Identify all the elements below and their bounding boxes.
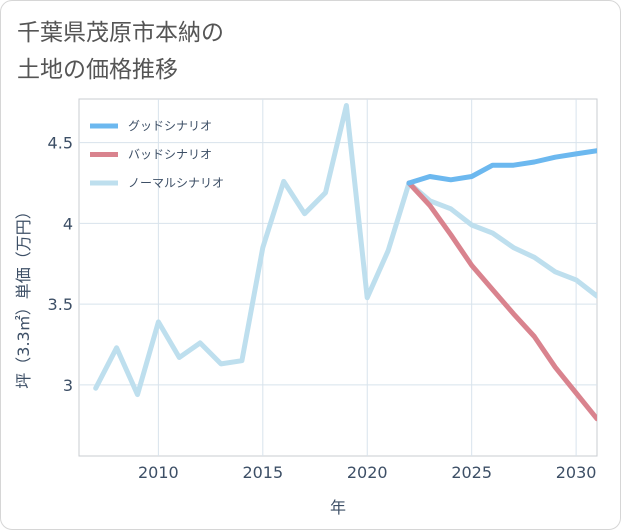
y-tick-label: 3	[63, 376, 73, 395]
legend-label-good-scenario: グッドシナリオ	[128, 119, 212, 133]
y-axis-title: 坪（3.3㎡）単価（万円）	[14, 203, 33, 388]
x-axis-title: 年	[330, 498, 346, 517]
y-tick-label: 3.5	[48, 295, 73, 314]
good-scenario-line	[406, 148, 597, 186]
normal-scenario-line	[93, 103, 597, 398]
bad-scenario-line	[406, 180, 597, 422]
legend-label-normal-scenario: ノーマルシナリオ	[128, 176, 224, 190]
series-layer	[93, 103, 597, 422]
x-tick-labels: 2010 2015 2020 2025 2030	[138, 463, 596, 482]
x-tick-label: 2015	[242, 463, 283, 482]
y-tick-label: 4	[63, 214, 73, 233]
x-tick-label: 2010	[138, 463, 179, 482]
plot-area-background	[78, 98, 598, 457]
chart-title-line-1: 千葉県茂原市本納の	[17, 20, 224, 46]
x-tick-label: 2020	[347, 463, 388, 482]
y-tick-labels: 3 3.5 4 4.5	[48, 134, 73, 395]
chart-title-line-2: 土地の価格推移	[17, 57, 178, 83]
y-tick-label: 4.5	[48, 134, 73, 153]
x-tick-label: 2025	[451, 463, 492, 482]
legend-label-bad-scenario: バッドシナリオ	[128, 148, 212, 162]
chart-title: 千葉県茂原市本納の 土地の価格推移	[17, 15, 224, 89]
x-tick-label: 2030	[556, 463, 597, 482]
